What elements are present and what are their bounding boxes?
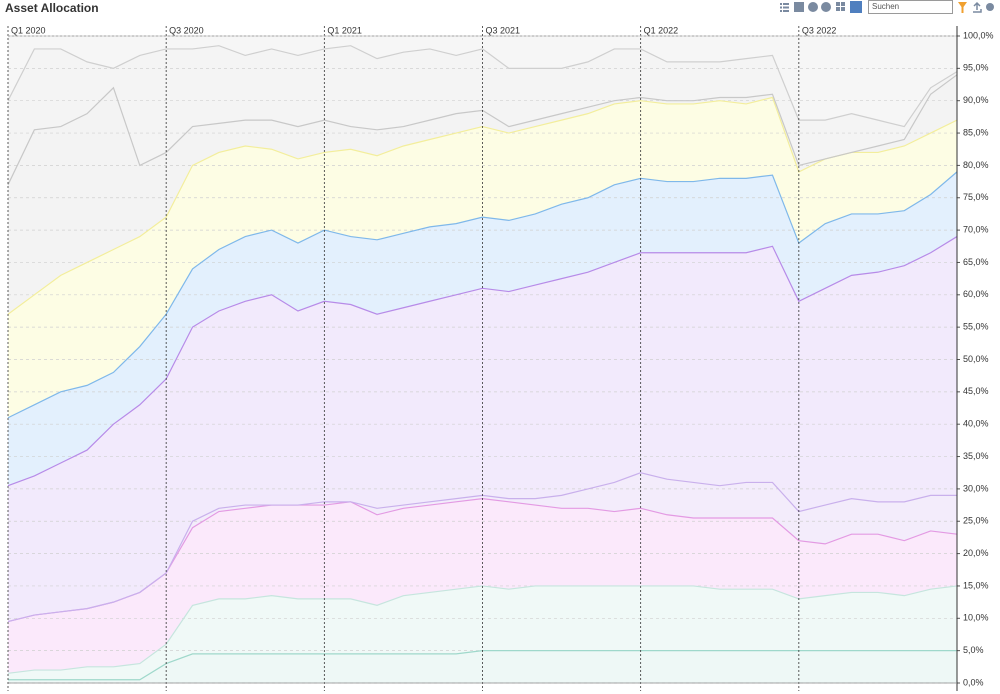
y-tick-label: 100,0%	[963, 30, 994, 40]
y-tick-label: 60,0%	[963, 289, 989, 299]
area-fill	[8, 472, 957, 622]
area-fill	[8, 236, 957, 622]
y-tick-label: 10,0%	[963, 613, 989, 623]
y-tick-label: 25,0%	[963, 516, 989, 526]
y-tick-label: 90,0%	[963, 95, 989, 105]
y-tick-label: 80,0%	[963, 160, 989, 170]
y-tick-label: 15,0%	[963, 580, 989, 590]
y-tick-label: 50,0%	[963, 354, 989, 364]
y-tick-label: 95,0%	[963, 63, 989, 73]
y-tick-label: 30,0%	[963, 483, 989, 493]
area-fill	[8, 36, 957, 127]
x-tick-label: Q3 2020	[169, 25, 204, 35]
toolbar-icons	[780, 1, 862, 13]
y-tick-label: 35,0%	[963, 451, 989, 461]
y-tick-label: 65,0%	[963, 257, 989, 267]
x-tick-label: Q1 2021	[327, 25, 362, 35]
y-tick-label: 20,0%	[963, 548, 989, 558]
y-tick-label: 85,0%	[963, 127, 989, 137]
area-fill	[8, 74, 957, 315]
x-tick-label: Q1 2020	[11, 25, 46, 35]
search-input[interactable]: Suchen	[868, 0, 953, 14]
y-tick-label: 55,0%	[963, 322, 989, 332]
x-tick-label: Q3 2021	[486, 25, 521, 35]
area-fill	[8, 97, 957, 418]
series-line	[7, 45, 958, 128]
y-tick-label: 75,0%	[963, 192, 989, 202]
export-icon[interactable]	[973, 1, 982, 13]
area-fill	[8, 585, 957, 680]
y-tick-label: 70,0%	[963, 224, 989, 234]
y-tick-label: 5,0%	[963, 645, 984, 655]
y-tick-label: 45,0%	[963, 386, 989, 396]
filter-icon[interactable]	[958, 2, 967, 13]
settings-icon[interactable]	[986, 3, 994, 11]
area-fill	[8, 171, 957, 486]
area-fill	[8, 45, 957, 185]
x-tick-label: Q1 2022	[644, 25, 679, 35]
x-tick-label: Q3 2022	[802, 25, 837, 35]
toolbar-actions	[958, 1, 994, 13]
view-icons[interactable]	[780, 1, 862, 13]
y-tick-label: 0,0%	[963, 677, 984, 687]
y-tick-label: 40,0%	[963, 419, 989, 429]
chart-title: Asset Allocation	[5, 1, 99, 15]
